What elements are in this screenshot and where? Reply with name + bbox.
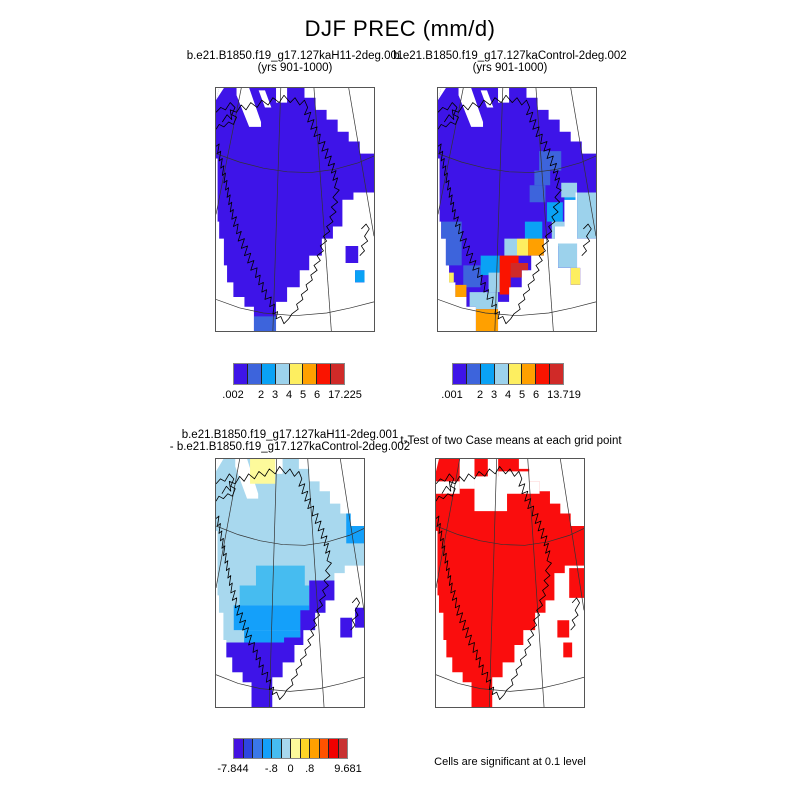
- colorbar-cell: [453, 364, 466, 384]
- map-svg-case1: [216, 88, 374, 331]
- colorbar-label: 2: [257, 389, 265, 401]
- colorbar-cell: [242, 739, 252, 758]
- map-svg-difference: [216, 459, 364, 707]
- colorbar-label: 3: [490, 389, 498, 401]
- colorbar-cell: [318, 739, 328, 758]
- colorbar-label: 6: [532, 389, 540, 401]
- colorbar-label: 9.681: [334, 763, 362, 775]
- colorbar-boxes: [233, 738, 348, 759]
- colorbar-label: 13.719: [547, 389, 581, 401]
- map-svg-ttest: [436, 459, 584, 707]
- colorbar-cell: [316, 364, 331, 384]
- colorbar-cell: [274, 364, 289, 384]
- page-title: DJF PREC (mm/d): [304, 16, 496, 41]
- colorbar-cell: [493, 364, 508, 384]
- colorbar-boxes: [233, 363, 345, 385]
- colorbar-label: 0: [287, 763, 294, 775]
- map-ttest: [435, 458, 585, 708]
- colorbar-cell: [260, 364, 275, 384]
- panel1-title-line1: b.e21.B1850.f19_g17.127kaH11-2deg.001: [186, 50, 404, 62]
- colorbar-label: 5: [518, 389, 526, 401]
- colorbar-label: 17.225: [328, 389, 362, 401]
- colorbar-case2: .001 2 3 4 5 6 13.719: [441, 363, 581, 401]
- colorbar-cell: [479, 364, 494, 384]
- panel2-title-line1: b.e21.B1850.f19_g17.127kaControl-2deg.00…: [393, 50, 627, 62]
- colorbar-cell: [252, 739, 262, 758]
- colorbar-cell: [521, 364, 536, 384]
- colorbar-label: 3: [271, 389, 279, 401]
- panel3-title-line2: - b.e21.B1850.f19_g17.127kaControl-2deg.…: [169, 441, 411, 453]
- colorbar-boxes: [452, 363, 564, 385]
- colorbar-label: 2: [476, 389, 484, 401]
- colorbar-cell: [280, 739, 290, 758]
- colorbar-cell: [290, 739, 300, 758]
- colorbar-label: .002: [222, 389, 244, 401]
- panel3-title-line1: b.e21.B1850.f19_g17.127kaH11-2deg.001: [181, 429, 399, 441]
- colorbar-cell: [549, 364, 563, 384]
- map-case2: [437, 87, 597, 332]
- colorbar-cell: [465, 364, 480, 384]
- colorbar-label: -.8: [264, 763, 278, 775]
- colorbar-cell: [234, 739, 243, 758]
- colorbar-label: -7.844: [217, 763, 249, 775]
- colorbar-cell: [261, 739, 271, 758]
- colorbar-label: 4: [285, 389, 293, 401]
- colorbar-cell: [535, 364, 550, 384]
- colorbar-cell: [309, 739, 319, 758]
- colorbar-label: 4: [504, 389, 512, 401]
- colorbar-cell: [299, 739, 309, 758]
- colorbar-label: 6: [313, 389, 321, 401]
- significance-note: Cells are significant at 0.1 level: [434, 756, 586, 768]
- colorbar-case1: .002 2 3 4 5 6 17.225: [222, 363, 362, 401]
- panel2-title-line2: (yrs 901-1000): [472, 62, 548, 74]
- map-svg-case2: [438, 88, 596, 331]
- colorbar-label: 5: [299, 389, 307, 401]
- colorbar-cell: [337, 739, 347, 758]
- colorbar-cell: [234, 364, 247, 384]
- colorbar-cell: [302, 364, 317, 384]
- colorbar-cell: [271, 739, 281, 758]
- colorbar-cell: [330, 364, 344, 384]
- panel4-title: t-Test of two Case means at each grid po…: [400, 435, 622, 447]
- colorbar-label: .8: [305, 763, 315, 775]
- colorbar-cell: [288, 364, 303, 384]
- colorbar-cell: [246, 364, 261, 384]
- colorbar-label: .001: [441, 389, 463, 401]
- map-difference: [215, 458, 365, 708]
- colorbar-cell: [328, 739, 338, 758]
- panel1-title-line2: (yrs 901-1000): [257, 62, 333, 74]
- map-case1: [215, 87, 375, 332]
- colorbar-cell: [507, 364, 522, 384]
- colorbar-difference: -7.844 -.8 0 .8 9.681: [217, 738, 362, 775]
